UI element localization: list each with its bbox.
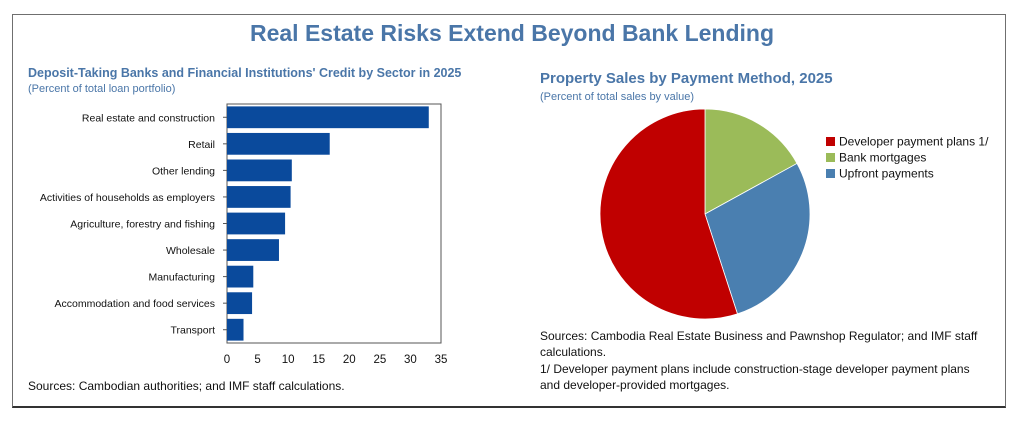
x-tick-label: 5	[254, 354, 260, 366]
bar-chart-subtitle: (Percent of total loan portfolio)	[28, 83, 176, 95]
figure-title: Real Estate Risks Extend Beyond Bank Len…	[249, 20, 775, 46]
bar-chart-source: Sources: Cambodian authorities; and IMF …	[28, 379, 345, 393]
category-label: Retail	[188, 139, 215, 151]
pie-chart-title: Property Sales by Payment Method, 2025	[540, 70, 833, 87]
x-tick-label: 25	[373, 354, 386, 366]
figure-frame	[12, 14, 1006, 408]
bar-chart-title: Deposit-Taking Banks and Financial Insti…	[28, 66, 462, 80]
pie-slice	[599, 108, 738, 320]
category-label: Activities of households as employers	[40, 192, 215, 204]
x-tick-label: 30	[404, 354, 417, 366]
x-tick-label: 15	[312, 354, 325, 366]
bar	[227, 159, 292, 182]
category-label: Other lending	[152, 165, 215, 177]
x-tick-label: 20	[343, 354, 356, 366]
category-label: Accommodation and food services	[55, 298, 216, 310]
bar	[227, 318, 244, 341]
bar	[227, 132, 330, 155]
bar	[227, 106, 429, 129]
legend-swatch	[826, 169, 835, 178]
bar	[227, 186, 291, 208]
pie-chart-subtitle: (Percent of total sales by value)	[540, 91, 695, 103]
bar	[227, 239, 279, 261]
x-tick-label: 35	[435, 354, 448, 366]
x-tick-label: 10	[282, 354, 295, 366]
pie-slice	[704, 162, 811, 315]
legend-swatch	[826, 137, 835, 146]
legend-label: Upfront payments	[839, 167, 934, 181]
legend-label: Developer payment plans 1/	[839, 135, 989, 149]
category-label: Real estate and construction	[82, 112, 215, 124]
category-label: Transport	[170, 325, 215, 337]
pie-chart-source: Sources: Cambodia Real Estate Business a…	[540, 329, 978, 359]
pie-chart-note: 1/ Developer payment plans include const…	[540, 362, 970, 392]
bar	[227, 265, 254, 288]
legend-label: Bank mortgages	[839, 151, 926, 165]
x-tick-label: 0	[224, 354, 230, 366]
bar	[227, 292, 253, 315]
legend-swatch	[826, 153, 835, 162]
category-label: Agriculture, forestry and fishing	[70, 219, 215, 231]
pie-slice	[704, 108, 798, 215]
category-label: Wholesale	[166, 245, 215, 257]
bar	[227, 212, 286, 235]
category-label: Manufacturing	[148, 272, 215, 284]
